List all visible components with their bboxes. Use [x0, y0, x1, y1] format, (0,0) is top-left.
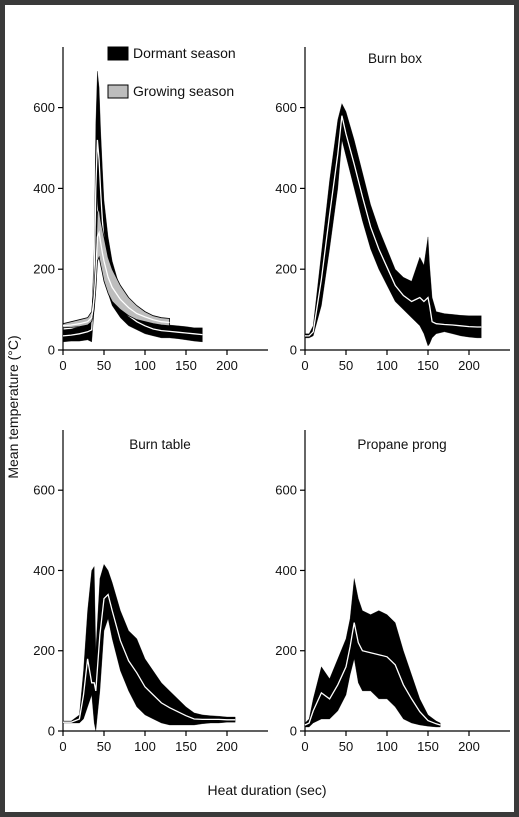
- x-tick-label: 0: [301, 358, 308, 373]
- chart-canvas: 0 200 400 600 0 50 100 150 200 Dormant season Grow…: [5, 45, 510, 798]
- band-range: [62, 564, 236, 732]
- y-tick-label: 0: [290, 724, 297, 739]
- y-tick-label: 600: [33, 483, 55, 498]
- panels-group: 0 200 400 600 0 50 100 150 200 Dormant season Grow…: [33, 45, 510, 754]
- x-tick-label: 50: [97, 358, 111, 373]
- panel-bottom-right: 0 200 400 600 0 50 100 150 200 Propane prong: [275, 430, 510, 754]
- y-tick-label: 0: [48, 343, 55, 358]
- x-tick-label: 0: [301, 739, 308, 754]
- mean-line: [305, 115, 482, 337]
- panel-title: Propane prong: [357, 437, 446, 452]
- y-tick-label: 400: [33, 563, 55, 578]
- x-tick-label: 150: [417, 358, 439, 373]
- x-tick-label: 100: [376, 739, 398, 754]
- x-tick-label: 100: [376, 358, 398, 373]
- x-tick-label: 50: [339, 739, 353, 754]
- y-tick-label: 0: [290, 343, 297, 358]
- mean-line: [62, 230, 170, 327]
- panel-top-left: 0 200 400 600 0 50 100 150 200 Dormant season Grow…: [33, 45, 268, 373]
- x-tick-label: 200: [458, 739, 480, 754]
- x-tick-label: 100: [134, 358, 156, 373]
- y-tick-label: 200: [275, 262, 297, 277]
- band-dormant-season: [62, 71, 203, 343]
- x-tick-label: 200: [216, 739, 238, 754]
- y-tick-label: 600: [33, 100, 55, 115]
- legend-label: Growing season: [133, 83, 234, 99]
- x-tick-label: 50: [339, 358, 353, 373]
- x-tick-label: 150: [175, 358, 197, 373]
- x-axis-title: Heat duration (sec): [207, 782, 326, 798]
- band-growing-season: [62, 207, 170, 329]
- y-tick-label: 200: [33, 643, 55, 658]
- x-tick-label: 150: [417, 739, 439, 754]
- y-tick-label: 400: [33, 181, 55, 196]
- x-tick-label: 0: [59, 358, 66, 373]
- y-tick-label: 600: [275, 100, 297, 115]
- mean-line: [63, 593, 236, 723]
- y-axis-title: Mean temperature (°C): [5, 335, 21, 478]
- x-tick-label: 0: [59, 739, 66, 754]
- mean-line: [304, 622, 441, 726]
- y-tick-label: 200: [33, 262, 55, 277]
- y-tick-label: 200: [275, 643, 297, 658]
- legend-label: Dormant season: [133, 45, 236, 61]
- panel-title: Burn box: [368, 51, 422, 66]
- band-range: [304, 103, 482, 347]
- panel-top-right: 0 200 400 600 0 50 100 150 200 Burn box: [275, 47, 510, 373]
- panel-bottom-left: 0 200 400 600 0 50 100 150 200 Burn table: [33, 430, 268, 754]
- y-tick-label: 0: [48, 724, 55, 739]
- y-tick-label: 400: [275, 563, 297, 578]
- legend-swatch: [107, 46, 129, 61]
- panel-title: Burn table: [129, 437, 191, 452]
- x-tick-label: 200: [216, 358, 238, 373]
- y-tick-label: 600: [275, 483, 297, 498]
- y-tick-label: 400: [275, 181, 297, 196]
- figure: 0 200 400 600 0 50 100 150 200 Dormant season Grow…: [5, 5, 514, 812]
- legend-swatch: [107, 84, 129, 99]
- x-tick-label: 150: [175, 739, 197, 754]
- x-tick-label: 100: [134, 739, 156, 754]
- legend: Dormant season Growing season: [107, 45, 236, 99]
- x-tick-label: 200: [458, 358, 480, 373]
- x-tick-label: 50: [97, 739, 111, 754]
